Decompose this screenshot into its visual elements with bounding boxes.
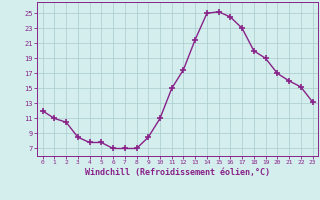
X-axis label: Windchill (Refroidissement éolien,°C): Windchill (Refroidissement éolien,°C) xyxy=(85,168,270,177)
